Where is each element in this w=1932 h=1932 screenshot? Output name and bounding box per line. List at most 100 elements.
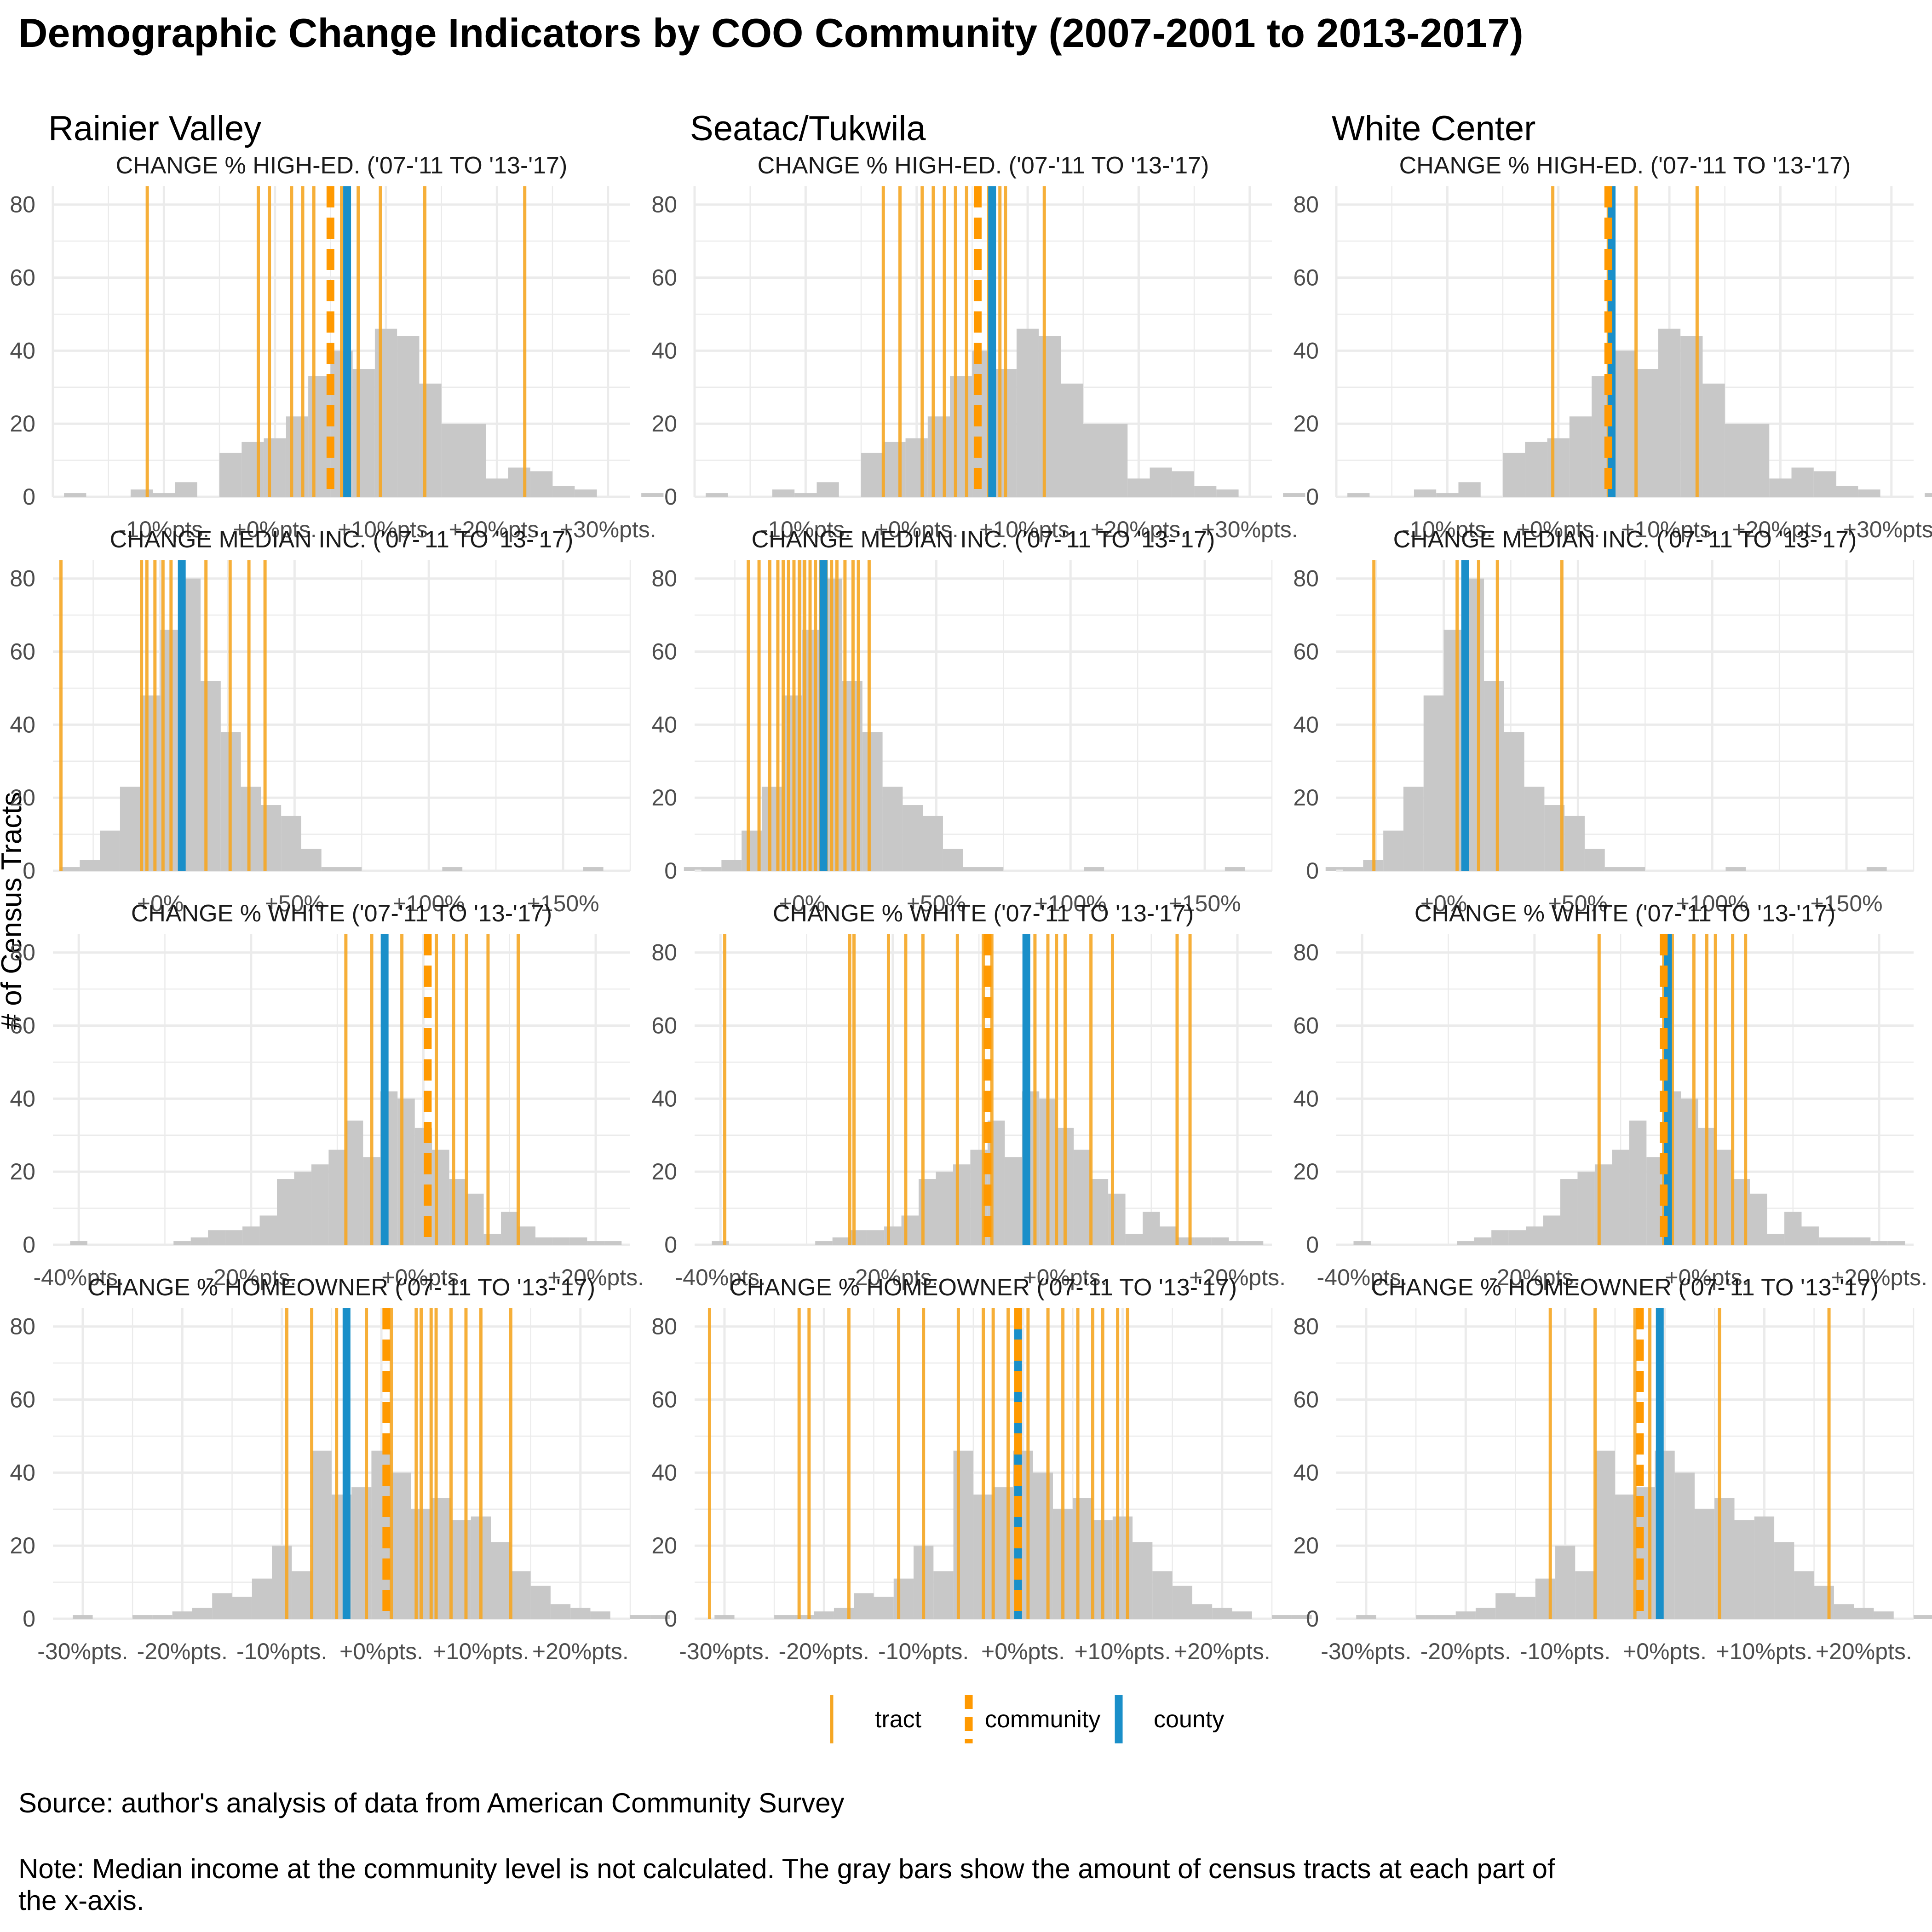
x-tick-label: -20%pts. <box>137 1639 228 1664</box>
histogram-bar <box>604 1241 622 1245</box>
histogram-bar <box>943 849 963 871</box>
histogram-bar <box>1834 1604 1854 1619</box>
histogram-bar <box>486 478 508 497</box>
histogram-bar <box>518 1226 535 1245</box>
histogram-bar <box>277 1179 294 1245</box>
histogram-bar <box>311 1450 332 1619</box>
histogram-bar <box>1436 1615 1456 1619</box>
histogram-bar <box>397 1098 415 1245</box>
histogram-bar <box>1212 1608 1232 1619</box>
histogram-bar <box>884 1226 902 1245</box>
x-tick-label: +30%pts. <box>1843 517 1932 542</box>
facet-grid: Rainier Valley CHANGE % HIGH-ED. ('07-'11… <box>10 109 1932 1664</box>
histogram-bar <box>80 860 100 871</box>
y-tick-label: 40 <box>10 712 35 737</box>
histogram-bar <box>901 1215 919 1245</box>
x-tick-label: -40%pts. <box>675 1265 766 1290</box>
x-tick-label: +10%pts. <box>1716 1639 1812 1664</box>
histogram-bar <box>1754 1516 1775 1619</box>
histogram-bar <box>1347 493 1370 497</box>
x-tick-label: +20%pts. <box>1189 1265 1286 1290</box>
histogram-bar <box>630 1615 650 1619</box>
x-tick-label: +0%pts. <box>381 1265 465 1290</box>
histogram-bar <box>1495 1593 1516 1619</box>
y-tick-label: 80 <box>1293 1314 1319 1340</box>
panel-income: CHANGE MEDIAN INC. ('07-'11 TO '13-'17) 0… <box>1293 526 1915 916</box>
histogram-bar <box>1073 1498 1093 1619</box>
x-tick-label: +150% <box>527 891 599 916</box>
y-tick-label: 60 <box>1293 265 1319 291</box>
panel-highed: CHANGE % HIGH-ED. ('07-'11 TO '13-'17) 0 2… <box>10 152 664 542</box>
histogram-bar <box>1403 787 1424 871</box>
histogram-bar <box>1612 1150 1629 1245</box>
x-tick-label: +20%pts. <box>448 517 545 542</box>
histogram-bar <box>1515 1597 1535 1619</box>
histogram-bar <box>132 1615 153 1619</box>
histogram-bar <box>1127 478 1150 497</box>
x-tick-label: +30%pts. <box>1202 517 1298 542</box>
histogram-bar <box>861 453 884 497</box>
histogram-bar <box>575 489 597 497</box>
histogram-bar <box>1194 486 1217 497</box>
histogram-bar <box>570 1608 591 1619</box>
histogram-bar <box>1702 383 1725 497</box>
x-tick-label: +50% <box>265 891 324 916</box>
histogram-bar <box>983 867 1004 871</box>
histogram-bar <box>328 1150 346 1245</box>
histogram-bar <box>1436 493 1459 497</box>
histogram-bar <box>1725 867 1746 871</box>
panel-title: CHANGE MEDIAN INC. ('07-'11 TO '13-'17) <box>110 526 574 553</box>
facet-column: Rainier Valley CHANGE % HIGH-ED. ('07-'11… <box>10 109 704 1664</box>
x-tick-label: +20%pts. <box>1174 1639 1271 1664</box>
legend-label-county: county <box>1154 1706 1224 1733</box>
y-tick-label: 80 <box>651 940 677 966</box>
panel-title: CHANGE % HIGH-ED. ('07-'11 TO '13-'17) <box>758 152 1209 179</box>
histogram-bar <box>1443 629 1464 871</box>
panel-title: CHANGE % HOMEOWNER ('07-'11 TO '13-'17) <box>1371 1274 1879 1301</box>
y-tick-label: 0 <box>1306 484 1319 510</box>
histogram-bar <box>1108 1193 1126 1245</box>
histogram-bar <box>259 1215 277 1245</box>
histogram-bar <box>345 1121 363 1245</box>
panel-income: CHANGE MEDIAN INC. ('07-'11 TO '13-'17) 0… <box>651 526 1346 916</box>
histogram-bar <box>772 489 795 497</box>
histogram-bar <box>391 1472 411 1619</box>
y-tick-label: 80 <box>1293 940 1319 966</box>
histogram-bar <box>832 1237 850 1245</box>
histogram-bar <box>1232 1611 1252 1619</box>
histogram-bar <box>1143 1212 1160 1245</box>
panel-highed: CHANGE % HIGH-ED. ('07-'11 TO '13-'17) 0 2… <box>1293 152 1932 542</box>
histogram-bar <box>1525 442 1547 497</box>
y-tick-label: 80 <box>1293 566 1319 592</box>
y-axis-label: # of Census Tracts <box>0 792 28 1030</box>
histogram-bar <box>1680 336 1703 497</box>
community-title: Rainier Valley <box>48 109 261 148</box>
histogram-bar <box>1325 867 1346 871</box>
histogram-bar <box>252 1578 272 1619</box>
histogram-bar <box>311 1164 329 1245</box>
histogram-bar <box>466 1193 484 1245</box>
histogram-bar <box>874 1597 894 1619</box>
x-tick-label: -10%pts. <box>1520 1639 1610 1664</box>
histogram-bar <box>292 1571 312 1619</box>
y-tick-label: 40 <box>651 1086 677 1111</box>
x-tick-label: -40%pts. <box>34 1265 124 1290</box>
y-tick-label: 0 <box>23 858 35 884</box>
y-tick-label: 20 <box>651 1159 677 1184</box>
histogram-bar <box>1747 424 1770 497</box>
histogram-bar <box>1246 1241 1264 1245</box>
caption-source: Source: author's analysis of data from A… <box>18 1788 845 1818</box>
histogram-bar <box>882 787 903 871</box>
histogram-bar <box>552 486 575 497</box>
histogram-bar <box>1491 1230 1509 1245</box>
histogram-bar <box>1083 424 1105 497</box>
histogram-bar <box>1925 493 1932 497</box>
histogram-bar <box>1866 867 1887 871</box>
histogram-bar <box>550 1604 571 1619</box>
histogram-bar <box>774 1615 794 1619</box>
x-tick-label: +20%pts. <box>1816 1639 1912 1664</box>
histogram-bar <box>1033 1472 1053 1619</box>
histogram-bar <box>1836 1237 1853 1245</box>
histogram-bar <box>953 1450 973 1619</box>
histogram-bar <box>1105 424 1128 497</box>
